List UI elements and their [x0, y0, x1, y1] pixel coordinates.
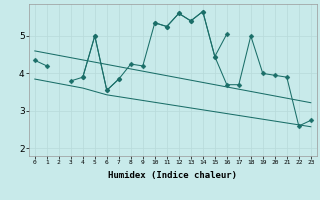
X-axis label: Humidex (Indice chaleur): Humidex (Indice chaleur) [108, 171, 237, 180]
